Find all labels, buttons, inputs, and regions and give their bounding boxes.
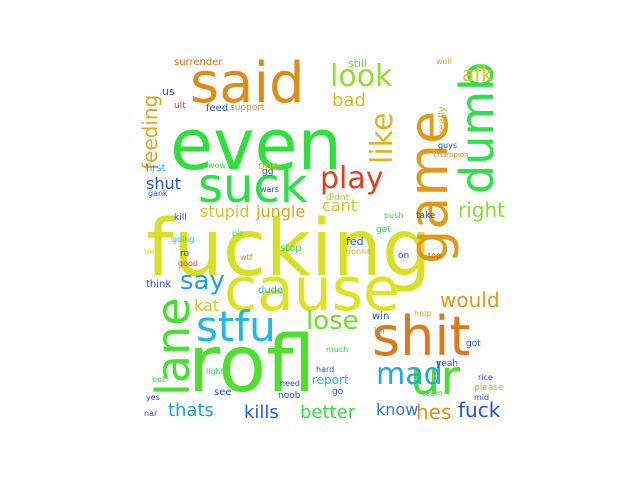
word-ur: ur [410, 350, 461, 406]
word-stop: stop [280, 243, 302, 254]
word-take: take [416, 211, 436, 221]
word-shut: shut [146, 174, 181, 193]
word-champion: champion [434, 151, 469, 159]
word-guys: guys [438, 141, 458, 150]
word-cloud: fucking rofl even cause game said shit s… [140, 54, 512, 426]
word-wtf: wtf [240, 253, 253, 262]
word-afk: afk [462, 62, 493, 86]
word-get: get [376, 225, 391, 235]
word-play: play [320, 161, 384, 196]
word-better: better [300, 402, 356, 423]
word-think: think [146, 279, 172, 290]
word-us: us [162, 85, 175, 98]
word-kat: kat [194, 296, 220, 315]
word-surrender: surrender [174, 57, 223, 68]
word-shit: shit [372, 305, 471, 368]
word-push: push [384, 211, 404, 220]
word-one: one [258, 159, 279, 172]
word-still: still [348, 57, 368, 70]
word-hes: hes [416, 400, 452, 424]
word-would: would [440, 288, 500, 312]
word-fucking: fucking [146, 204, 432, 294]
word-kills: kills [244, 402, 279, 423]
word-lol: lol [374, 327, 385, 337]
word-didnt: didnt [326, 193, 350, 203]
word-said: said [190, 54, 305, 116]
word-going: going [172, 235, 195, 244]
word-suck: suck [198, 158, 308, 214]
word-really: really [437, 106, 448, 134]
word-even: even [170, 104, 342, 186]
word-report: report [312, 373, 349, 387]
word-support: support [230, 103, 265, 113]
word-rice: rice [478, 373, 493, 382]
word-mid: mid [474, 393, 490, 402]
word-light: light [206, 367, 224, 376]
word-nar: nar [144, 409, 158, 418]
word-feed: feed [206, 103, 229, 114]
word-help: help [414, 309, 432, 318]
word-dude: dude [258, 285, 284, 296]
word-fed: fed [346, 235, 364, 248]
word-bad: bad [332, 90, 366, 111]
word-yes: yes [146, 393, 160, 402]
word-say: say [180, 266, 225, 296]
word-please: please [474, 383, 504, 393]
word-stfu: stfu [196, 302, 276, 351]
word-gg: gg [262, 167, 274, 177]
word-bot: bot [152, 375, 166, 384]
word-cant: cant [322, 196, 358, 215]
word-on: on [398, 251, 410, 261]
word-right: right [458, 198, 505, 222]
word-lose: lose [306, 306, 359, 336]
word-well: well [436, 57, 452, 66]
word-first: first [146, 163, 166, 174]
word-yeah: yeah [436, 359, 459, 369]
word-wars: wars [260, 185, 279, 194]
word-gank: gank [148, 189, 168, 198]
word-feeding: feeding [140, 94, 162, 170]
word-got: got [466, 339, 481, 349]
word-time: time [144, 247, 163, 256]
word-top: top [428, 251, 442, 260]
word-need: need [280, 379, 300, 388]
word-jungle: jungle [256, 202, 306, 221]
word-ro: ro [180, 249, 190, 259]
word-mad: mad [376, 357, 443, 392]
word-fuck: fuck [458, 398, 501, 422]
word-much: much [326, 345, 349, 354]
word-thats: thats [168, 400, 214, 421]
word-kill: kill [174, 213, 187, 223]
word-cause: cause [224, 255, 400, 325]
word-stupid: stupid [200, 202, 250, 221]
word-good: good [178, 259, 198, 268]
word-wow: wow [208, 161, 226, 170]
word-plz: plz [232, 229, 244, 238]
word-like: like [365, 112, 400, 164]
word-go: go [332, 387, 344, 397]
word-see: see [214, 387, 232, 398]
word-hard: hard [316, 365, 335, 374]
word-look: look [330, 59, 393, 94]
word-know: know [376, 400, 419, 419]
word-gonna: gonna [346, 247, 372, 256]
word-rofl: rofl [188, 320, 316, 410]
word-ult: ult [174, 101, 186, 111]
word-noob: noob [278, 391, 301, 401]
word-team: team [422, 389, 443, 398]
word-win: win [372, 311, 390, 322]
